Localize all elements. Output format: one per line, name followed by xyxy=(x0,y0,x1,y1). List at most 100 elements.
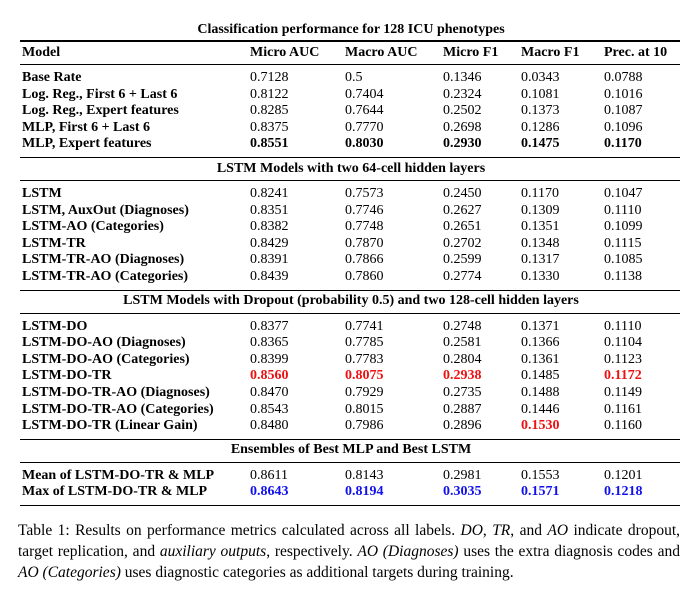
metric-value: 0.8241 xyxy=(250,185,289,201)
section-heading: LSTM Models with two 64-cell hidden laye… xyxy=(20,156,680,181)
caption: Table 1: Results on performance metrics … xyxy=(18,520,680,583)
data-row: LSTM-TR-AO (Diagnoses) 0.8391 0.7866 0.2599… xyxy=(20,252,680,269)
caption-text: DO xyxy=(460,522,483,539)
data-row: MLP, Expert features 0.8551 0.8030 0.2930 0.… xyxy=(20,136,680,157)
column-header: Prec. at 10 xyxy=(602,41,680,65)
metric-value: 0.2938 xyxy=(443,368,482,384)
metric-value: 0.1571 xyxy=(519,484,602,506)
metric-value: 0.1016 xyxy=(604,86,643,102)
caption-text: , xyxy=(482,522,493,539)
caption-text: AO (Diagnoses) xyxy=(357,543,459,560)
metric-value: 0.2651 xyxy=(443,219,482,235)
metric-value: 0.8551 xyxy=(250,136,289,152)
column-header: Macro F1 xyxy=(519,41,602,65)
data-row: Log. Reg., Expert features 0.8285 0.7644 0.… xyxy=(20,103,680,120)
metric-value: 0.7866 xyxy=(345,252,384,268)
metric-value: 0.1110 xyxy=(604,318,642,334)
metric-value: 0.8143 xyxy=(345,467,384,483)
results-table: Classification performance for 128 ICU p… xyxy=(20,20,680,506)
metric-value: 0.2324 xyxy=(443,86,482,102)
caption-text: TR xyxy=(492,522,511,539)
data-row: LSTM-DO-TR-AO (Diagnoses) 0.8470 0.7929 0.2… xyxy=(20,385,680,402)
metric-value: 0.8375 xyxy=(250,119,289,135)
metric-value: 0.1172 xyxy=(604,368,642,384)
model-name: Max of LSTM-DO-TR & MLP xyxy=(20,484,248,506)
metric-value: 0.8543 xyxy=(250,401,289,417)
metric-value: 0.8391 xyxy=(250,252,289,268)
metric-value: 0.8439 xyxy=(250,268,289,284)
model-name: LSTM-AO (Categories) xyxy=(22,219,164,235)
metric-value: 0.1123 xyxy=(604,351,642,367)
metric-value: 0.2502 xyxy=(443,103,482,119)
metric-value: 0.2887 xyxy=(443,401,482,417)
model-name: LSTM-DO-TR (Linear Gain) xyxy=(22,418,198,434)
model-name: LSTM-DO-AO (Categories) xyxy=(22,351,190,367)
metric-value: 0.8611 xyxy=(250,467,288,483)
metric-value: 0.8470 xyxy=(250,384,289,400)
column-header: Model xyxy=(20,41,248,65)
model-name: Log. Reg., Expert features xyxy=(22,103,179,119)
metric-value: 0.2627 xyxy=(443,202,482,218)
metric-value: 0.1099 xyxy=(604,219,643,235)
metric-value: 0.2702 xyxy=(443,235,482,251)
data-row: Mean of LSTM-DO-TR & MLP 0.8611 0.8143 0.29… xyxy=(20,462,680,484)
metric-value: 0.8643 xyxy=(248,484,343,506)
model-name: Mean of LSTM-DO-TR & MLP xyxy=(22,467,215,483)
metric-value: 0.7741 xyxy=(345,318,384,334)
metric-value: 0.2930 xyxy=(443,136,482,152)
model-name: MLP, First 6 + Last 6 xyxy=(22,119,151,135)
table-title: Classification performance for 128 ICU p… xyxy=(20,20,680,42)
model-name: LSTM-DO-TR-AO (Categories) xyxy=(22,401,214,417)
metric-value: 0.2450 xyxy=(443,185,482,201)
metric-value: 0.1309 xyxy=(521,202,560,218)
metric-value: 0.2804 xyxy=(443,351,482,367)
metric-value: 0.8030 xyxy=(345,136,384,152)
metric-value: 0.8382 xyxy=(250,219,289,235)
caption-text: AO (Categories) xyxy=(18,564,121,581)
metric-value: 0.1348 xyxy=(521,235,560,251)
metric-value: 0.7770 xyxy=(345,119,384,135)
metric-value: 0.1096 xyxy=(604,119,643,135)
metric-value: 0.1351 xyxy=(521,219,560,235)
metric-value: 0.1110 xyxy=(604,202,642,218)
caption-text: AO xyxy=(547,522,569,539)
metric-value: 0.0343 xyxy=(521,70,560,85)
metric-value: 0.1373 xyxy=(521,103,560,119)
metric-value: 0.2774 xyxy=(443,268,482,284)
metric-value: 0.1346 xyxy=(443,70,482,85)
metric-value: 0.1170 xyxy=(521,185,559,201)
metric-value: 0.8429 xyxy=(250,235,289,251)
caption-text: Table 1: Results on performance metrics … xyxy=(18,522,461,539)
model-name: LSTM-DO xyxy=(22,318,88,334)
section-heading-row: Ensembles of Best MLP and Best LSTM xyxy=(20,438,680,463)
metric-value: 0.1115 xyxy=(604,235,642,251)
model-name: LSTM-DO-TR xyxy=(22,368,112,384)
model-name: LSTM-DO-TR-AO (Diagnoses) xyxy=(22,384,210,400)
metric-value: 0.2698 xyxy=(443,119,482,135)
title-row: Classification performance for 128 ICU p… xyxy=(20,20,680,42)
metric-value: 0.8122 xyxy=(250,86,289,102)
metric-value: 0.8560 xyxy=(250,368,289,384)
data-row: LSTM-DO-TR 0.8560 0.8075 0.2938 0.1485 0.1172 xyxy=(20,368,680,385)
data-row: MLP, First 6 + Last 6 0.8375 0.7770 0.2698 0… xyxy=(20,120,680,137)
metric-value: 0.7870 xyxy=(345,235,384,251)
metric-value: 0.8351 xyxy=(250,202,289,218)
model-name: MLP, Expert features xyxy=(22,136,152,152)
model-name: LSTM-TR xyxy=(22,235,86,251)
data-row: LSTM-DO 0.8377 0.7741 0.2748 0.1371 0.1110 xyxy=(20,313,680,335)
metric-value: 0.1446 xyxy=(521,401,560,417)
metric-value: 0.1161 xyxy=(604,401,642,417)
data-row: Max of LSTM-DO-TR & MLP 0.8643 0.8194 0.303… xyxy=(20,484,680,506)
model-name: LSTM, AuxOut (Diagnoses) xyxy=(22,202,189,218)
metric-value: 0.2581 xyxy=(443,335,482,351)
metric-value: 0.1149 xyxy=(604,384,642,400)
metric-value: 0.2981 xyxy=(443,467,482,483)
caption-text: uses diagnostic categories as additional… xyxy=(120,564,514,581)
data-row: LSTM-TR-AO (Categories) 0.8439 0.7860 0.277… xyxy=(20,269,680,290)
metric-value: 0.1138 xyxy=(604,268,642,284)
metric-value: 0.1485 xyxy=(521,368,560,384)
model-name: Base Rate xyxy=(22,70,82,85)
metric-value: 0.2599 xyxy=(443,252,482,268)
caption-text: indicate dropout, target replication, an… xyxy=(18,522,680,560)
